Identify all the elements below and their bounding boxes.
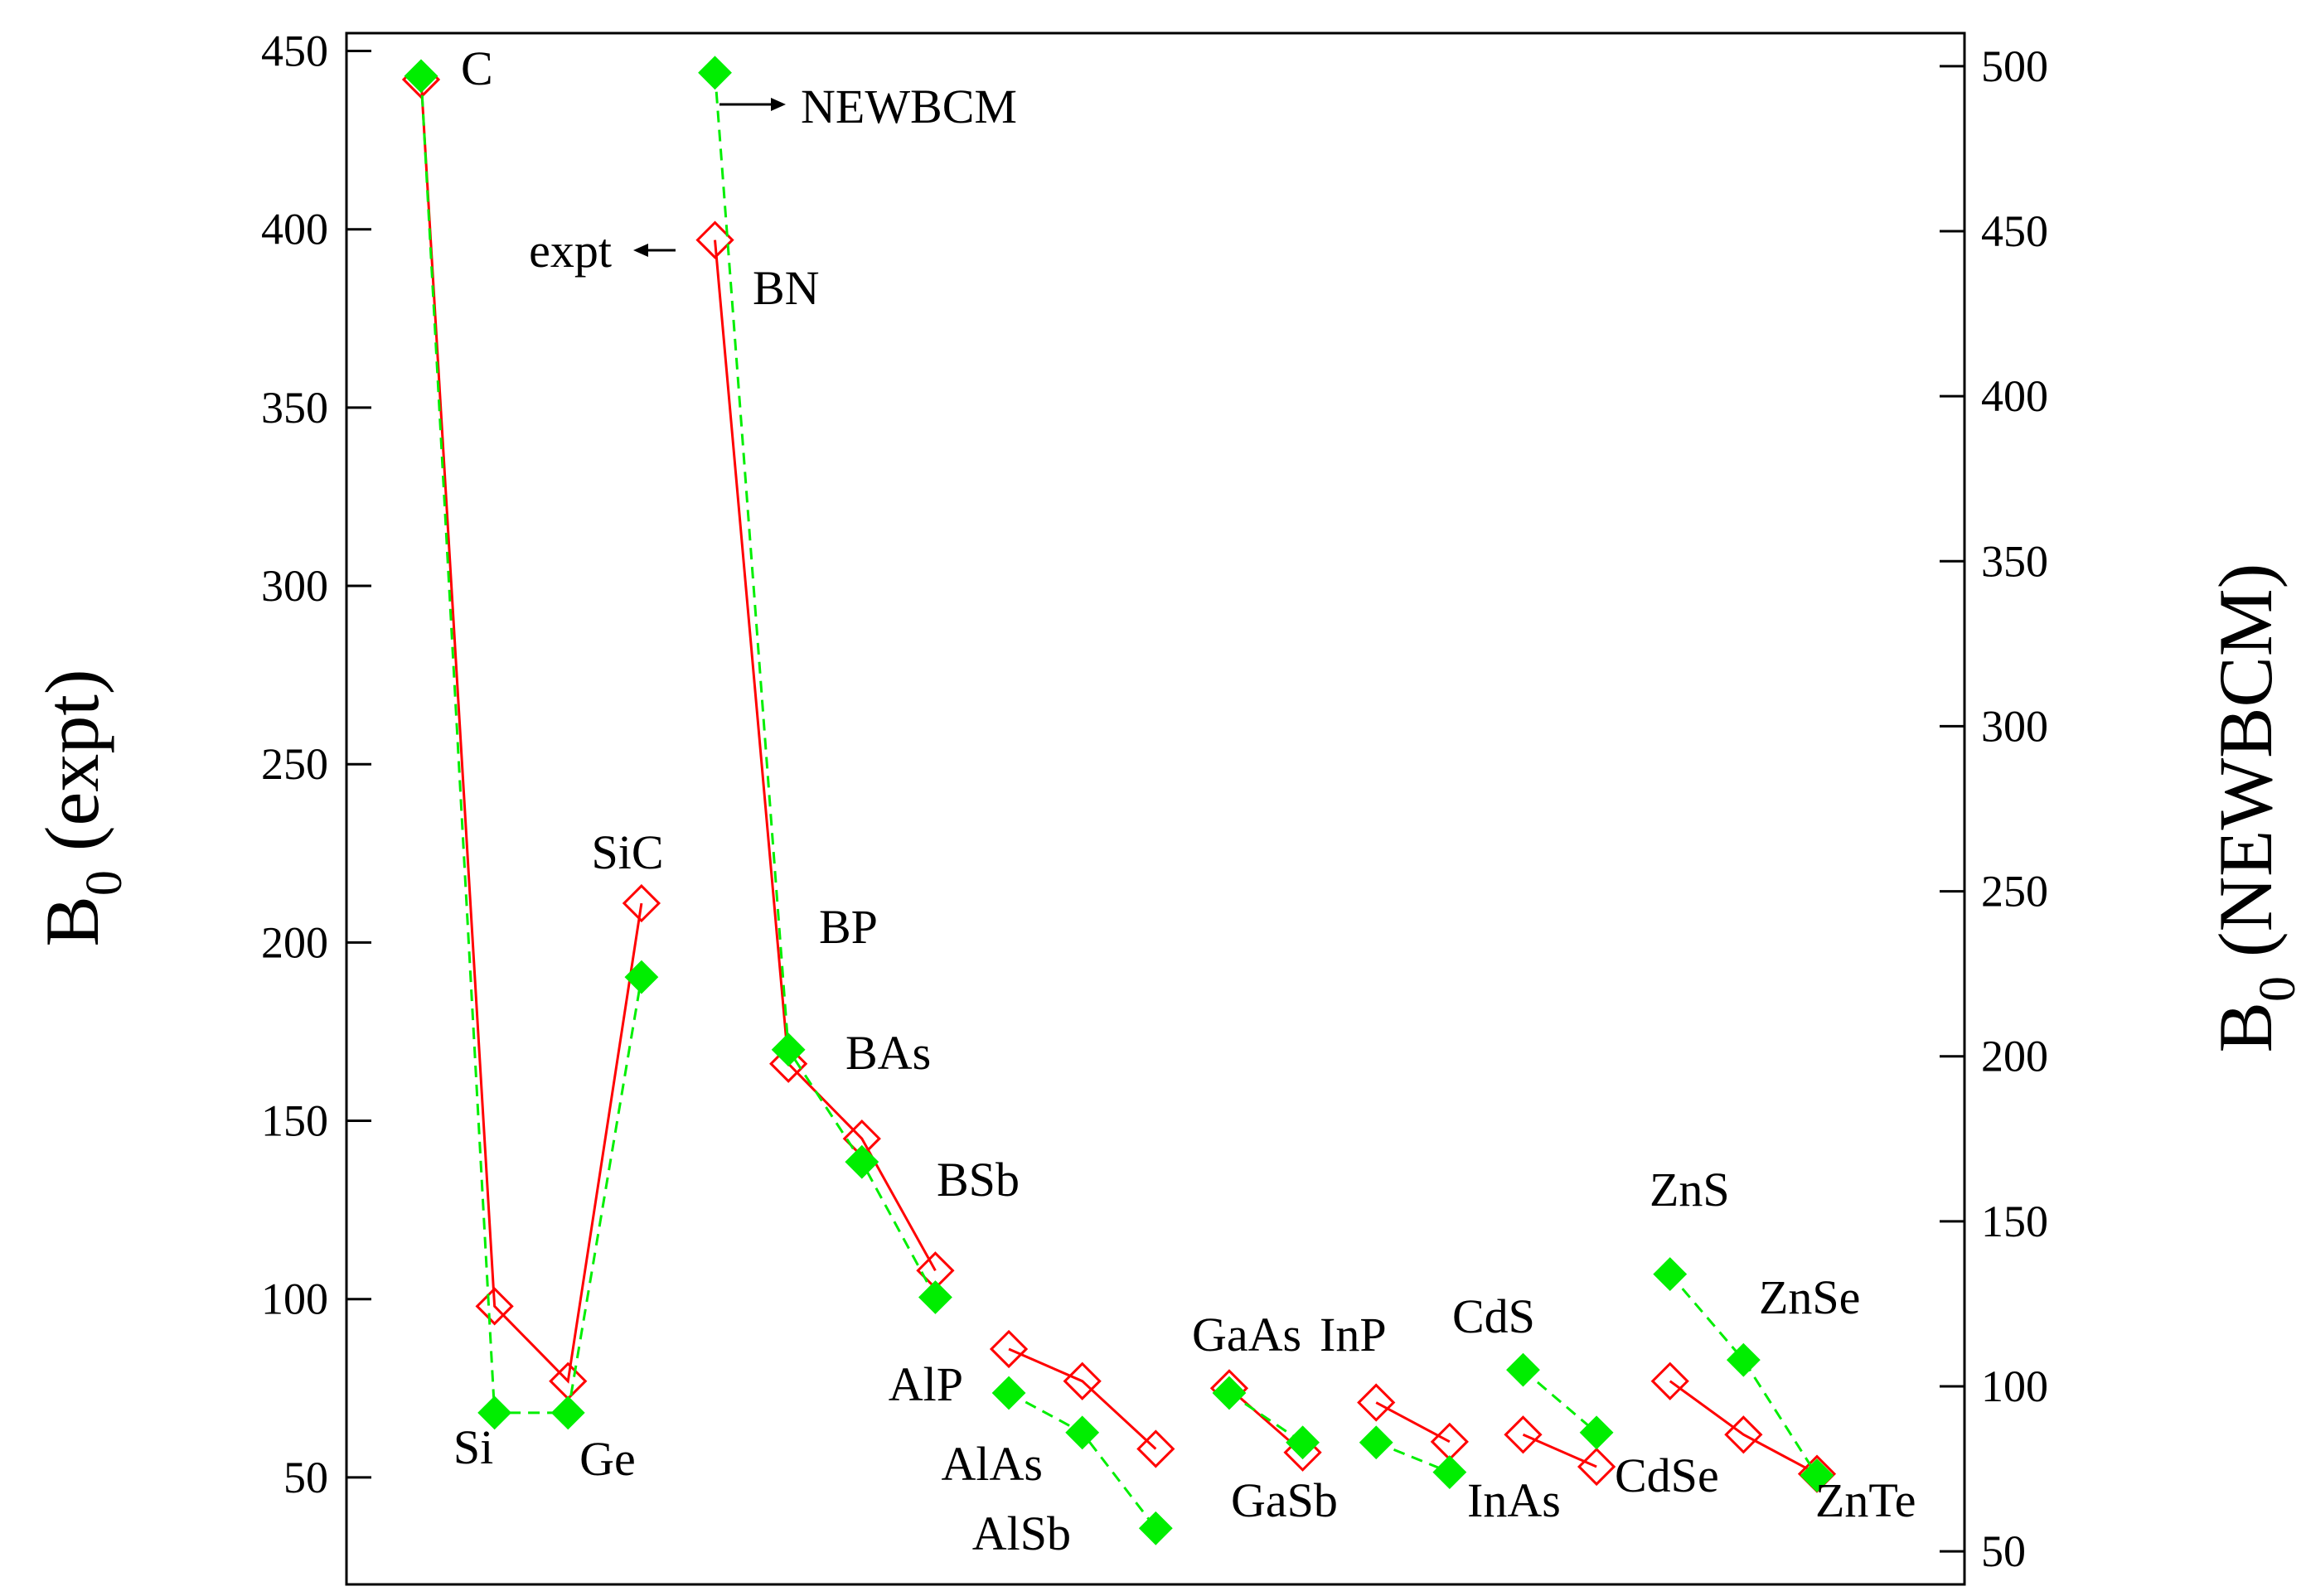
- right-tick-label: 500: [1981, 41, 2048, 91]
- label-inp: InP: [1320, 1308, 1387, 1361]
- data-point-bp: [769, 1044, 808, 1083]
- data-point-alsb: [1138, 1511, 1173, 1545]
- data-point-cds: [1504, 1415, 1543, 1454]
- right-tick-label: 350: [1981, 536, 2048, 586]
- axis-ticks: 50 100 150 200 250 300 350 400 450 50 100 150 200 250…: [261, 27, 2048, 1577]
- data-point-c: [404, 59, 438, 94]
- newbcm-arrow-head: [771, 98, 786, 111]
- label-gaas: GaAs: [1192, 1308, 1301, 1361]
- right-tick-label: 50: [1981, 1526, 2026, 1576]
- label-c: C: [461, 41, 493, 95]
- data-point-znse: [1726, 1342, 1761, 1377]
- data-point-sic: [622, 883, 661, 923]
- plot-frame: [345, 31, 1966, 1586]
- series-line: [1522, 1368, 1598, 1434]
- data-point-ge: [550, 1395, 585, 1430]
- series-line: [1008, 1347, 1157, 1450]
- series-line: [419, 79, 643, 1384]
- y-axis-title-left: B0 (expt): [30, 669, 133, 946]
- annotation-expt: expt: [529, 224, 612, 278]
- data-point-gasb: [1286, 1425, 1320, 1460]
- label-alp: AlP: [889, 1357, 963, 1411]
- label-bsb: BSb: [937, 1153, 1020, 1207]
- data-point-znse: [1724, 1415, 1763, 1454]
- right-tick-label: 100: [1981, 1361, 2048, 1411]
- series-line: [1228, 1391, 1304, 1444]
- label-znte: ZnTe: [1815, 1473, 1916, 1527]
- left-tick-label: 350: [261, 383, 328, 433]
- right-tick-label: 200: [1981, 1032, 2048, 1081]
- annotations: expt NEWBCM: [529, 80, 1017, 278]
- left-tick-label: 300: [261, 561, 328, 611]
- left-tick-label: 400: [261, 205, 328, 254]
- label-inas: InAs: [1467, 1473, 1561, 1527]
- annotation-newbcm: NEWBCM: [801, 80, 1017, 133]
- data-point-bp: [771, 1033, 806, 1067]
- data-point-bsb: [918, 1280, 952, 1314]
- data-point-bn: [698, 56, 732, 90]
- series-line: [714, 239, 937, 1272]
- series: [401, 56, 1837, 1545]
- data-point-alas: [1065, 1415, 1100, 1450]
- right-tick-label: 250: [1981, 867, 2048, 916]
- series-line: [714, 72, 937, 1299]
- label-ge: Ge: [579, 1432, 636, 1486]
- data-point-zns: [1650, 1361, 1689, 1400]
- data-point-inp: [1359, 1425, 1393, 1460]
- series-line: [419, 75, 643, 1415]
- data-point-alsb: [1136, 1429, 1175, 1468]
- series-line: [1669, 1380, 1818, 1475]
- label-sic: SiC: [591, 825, 663, 879]
- data-point-alas: [1063, 1361, 1102, 1400]
- label-si: Si: [453, 1420, 493, 1474]
- left-tick-label: 50: [283, 1453, 328, 1502]
- label-bas: BAs: [845, 1026, 931, 1080]
- left-tick-label: 150: [261, 1096, 328, 1146]
- label-cds: CdS: [1452, 1289, 1535, 1343]
- y-axis-title-right: B0 (NEWBCM): [2203, 563, 2306, 1053]
- data-point-gaas: [1212, 1376, 1247, 1410]
- left-tick-label: 450: [261, 27, 328, 76]
- series-expt: [401, 60, 1837, 1493]
- data-point-sic: [624, 960, 659, 994]
- right-tick-label: 300: [1981, 701, 2048, 751]
- data-point-bas: [845, 1144, 879, 1179]
- data-point-cdse: [1579, 1415, 1614, 1450]
- label-alas: AlAs: [942, 1437, 1043, 1491]
- data-point-alp: [991, 1376, 1026, 1410]
- label-bn: BN: [753, 261, 820, 315]
- expt-arrow-head: [633, 244, 648, 257]
- label-zns: ZnS: [1650, 1163, 1730, 1216]
- data-point-cdse: [1577, 1447, 1616, 1487]
- data-point-cds: [1506, 1352, 1540, 1387]
- data-point-znte: [1800, 1458, 1834, 1492]
- data-point-si: [477, 1395, 512, 1430]
- data-point-si: [475, 1287, 514, 1326]
- label-bp: BP: [819, 900, 878, 954]
- label-cdse: CdSe: [1615, 1448, 1719, 1502]
- axis-titles: B0 (expt) B0 (NEWBCM): [30, 563, 2306, 1053]
- data-point-zns: [1653, 1257, 1688, 1292]
- plot-border: [345, 31, 1966, 1586]
- data-point-inas: [1432, 1455, 1467, 1489]
- data-point-alp: [989, 1329, 1029, 1369]
- label-znse: ZnSe: [1759, 1270, 1860, 1324]
- material-labels: C Si Ge SiC BN BP BAs BSb AlP AlAs AlSb GaAs GaSb InP…: [453, 41, 1916, 1560]
- right-tick-label: 150: [1981, 1197, 2048, 1246]
- left-tick-label: 100: [261, 1274, 328, 1324]
- label-alsb: AlSb: [972, 1507, 1071, 1560]
- label-gasb: GaSb: [1231, 1473, 1338, 1527]
- series-newbcm: [404, 56, 1834, 1545]
- right-tick-label: 400: [1981, 371, 2048, 421]
- left-tick-label: 250: [261, 739, 328, 789]
- right-tick-label: 450: [1981, 206, 2048, 256]
- data-point-inp: [1357, 1383, 1396, 1422]
- left-tick-label: 200: [261, 917, 328, 967]
- series-line: [1375, 1441, 1451, 1473]
